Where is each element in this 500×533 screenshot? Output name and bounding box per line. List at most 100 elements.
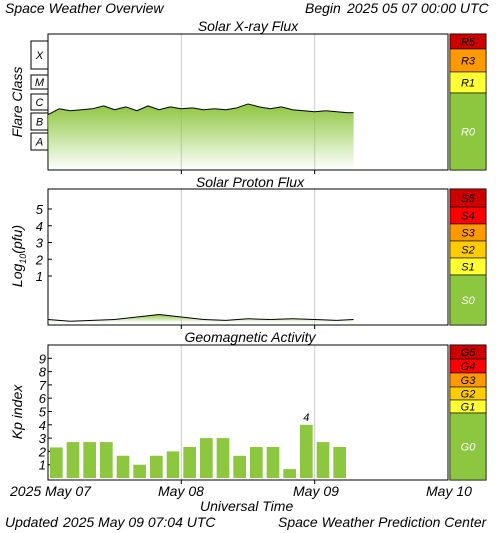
x-tick-label: 2025 May 07 [10, 483, 91, 499]
kp-bar [116, 455, 130, 478]
kp-ytick-label: 8 [39, 365, 47, 380]
proton-flux-segment [181, 316, 204, 321]
xray-flux-segment [325, 110, 337, 113]
proton-flux-segment [336, 319, 354, 321]
xray-ylabel: Flare Class [9, 67, 25, 138]
flare-class-label: A [35, 137, 43, 149]
xray-flux-segment [158, 106, 171, 111]
xray-title: Solar X-ray Flux [198, 18, 299, 34]
proton-flux-segment [92, 319, 115, 321]
kp-ylabel: Kp index [9, 384, 25, 439]
kp-bar [150, 455, 163, 478]
kp-bar [200, 438, 213, 478]
geomagnetic-storm-scale-label: G5 [461, 347, 477, 359]
flare-class-box [30, 93, 49, 111]
xray-flux-segment [59, 108, 71, 112]
kp-ytick-label: 3 [39, 431, 47, 446]
radio-blackout-scale-label: R3 [461, 56, 476, 68]
geomagnetic-storm-scale-label: G2 [461, 389, 476, 401]
kp-ytick-label: 2 [38, 444, 47, 459]
proton-flux-segment [314, 319, 337, 321]
radio-blackout-scale-label: R0 [461, 127, 476, 139]
proton-flux-segment [225, 318, 249, 321]
xray-flux-segment [70, 109, 82, 112]
flare-class-label: M [35, 77, 45, 89]
proton-ytick-label: 5 [36, 202, 44, 217]
xray-flux-segment [125, 106, 138, 112]
proton-flux-area [48, 314, 354, 322]
updated-label: Updated [5, 514, 58, 530]
xray-flux-segment [92, 105, 104, 110]
proton-ytick-label: 4 [36, 219, 43, 234]
radiation-storm-scale-band [449, 274, 487, 326]
xray-flux-segment [170, 106, 182, 110]
kp-bar [166, 451, 180, 478]
plot-area [48, 189, 448, 325]
xray-flux-segment [181, 107, 193, 110]
flare-class-label: C [36, 97, 44, 109]
xray-flux-segment [103, 105, 115, 111]
xray-flux-segment [203, 108, 215, 111]
kp-bar [333, 447, 346, 478]
flare-class-label: X [35, 50, 44, 62]
kp-bar-annotation: 4 [303, 412, 309, 424]
xray-flux-segment [81, 108, 93, 111]
x-axis-title: Universal Time [200, 498, 294, 514]
kp-ytick-label: 7 [39, 378, 47, 393]
radio-blackout-scale-label: R1 [461, 78, 475, 90]
xray-flux-segment [47, 108, 60, 116]
xray-flux-segment [303, 110, 315, 113]
proton-ytick-label: 3 [36, 236, 44, 251]
proton-title: Solar Proton Flux [196, 174, 305, 190]
xray-flux-segment [225, 107, 237, 111]
kp-ytick-label: 5 [39, 405, 47, 420]
x-tick-label: May 08 [158, 483, 204, 499]
xray-flux-segment [214, 108, 226, 111]
radiation-storm-scale-label: S4 [461, 211, 474, 223]
radio-blackout-scale-label: R5 [461, 37, 476, 49]
plot-border [47, 188, 449, 326]
begin-label: Begin [305, 0, 341, 16]
x-tick-label: May 10 [426, 483, 472, 499]
xray-flux-segment [114, 106, 126, 111]
kp-bar [66, 442, 80, 478]
radio-blackout-scale-band [449, 92, 487, 171]
proton-flux-segment [114, 316, 137, 321]
kp-bar [316, 442, 330, 478]
proton-ytick-label: 2 [35, 252, 44, 267]
kp-bar [233, 455, 246, 478]
xray-flux-segment [192, 107, 204, 111]
radiation-storm-scale-label: S2 [461, 245, 474, 257]
radiation-storm-scale-label: S0 [461, 295, 475, 307]
geomagnetic-storm-scale-band [449, 412, 487, 481]
proton-flux-segment [47, 319, 71, 322]
radiation-storm-scale-label: S5 [461, 193, 475, 205]
kp-bar [283, 469, 296, 478]
geomagnetic-storm-scale-label: G0 [461, 442, 477, 454]
geomagnetic-storm-scale-label: G4 [461, 361, 476, 373]
proton-flux-segment [70, 319, 93, 322]
kp-bar [183, 447, 196, 478]
proton-ytick-label: 1 [36, 269, 43, 284]
xray-flux-segment [314, 110, 326, 113]
updated-date: 2025 May 09 07:04 UTC [63, 514, 216, 530]
radiation-storm-scale-label: S3 [461, 228, 475, 240]
kp-bar [83, 442, 96, 478]
kp-bar [300, 424, 313, 478]
kp-ytick-label: 9 [39, 351, 46, 366]
begin-date: 2025 05 07 00:00 UTC [347, 0, 489, 16]
proton-flux-segment [136, 314, 160, 318]
xray-flux-segment [136, 105, 149, 112]
xray-flux-segment [336, 111, 349, 114]
flare-class-box [30, 74, 49, 90]
page-title: Space Weather Overview [5, 0, 164, 16]
flare-class-box [30, 40, 49, 70]
radiation-storm-scale-label: S1 [461, 262, 474, 274]
proton-ylabel: Log10(pfu) [9, 225, 28, 287]
geomagnetic-storm-scale-label: G3 [461, 375, 477, 387]
xray-flux-segment [147, 105, 160, 111]
xray-flux-segment [259, 106, 271, 110]
geomagnetic-storm-scale-label: G1 [461, 402, 476, 414]
kp-ytick-label: 6 [39, 391, 47, 406]
proton-flux-segment [270, 318, 293, 321]
